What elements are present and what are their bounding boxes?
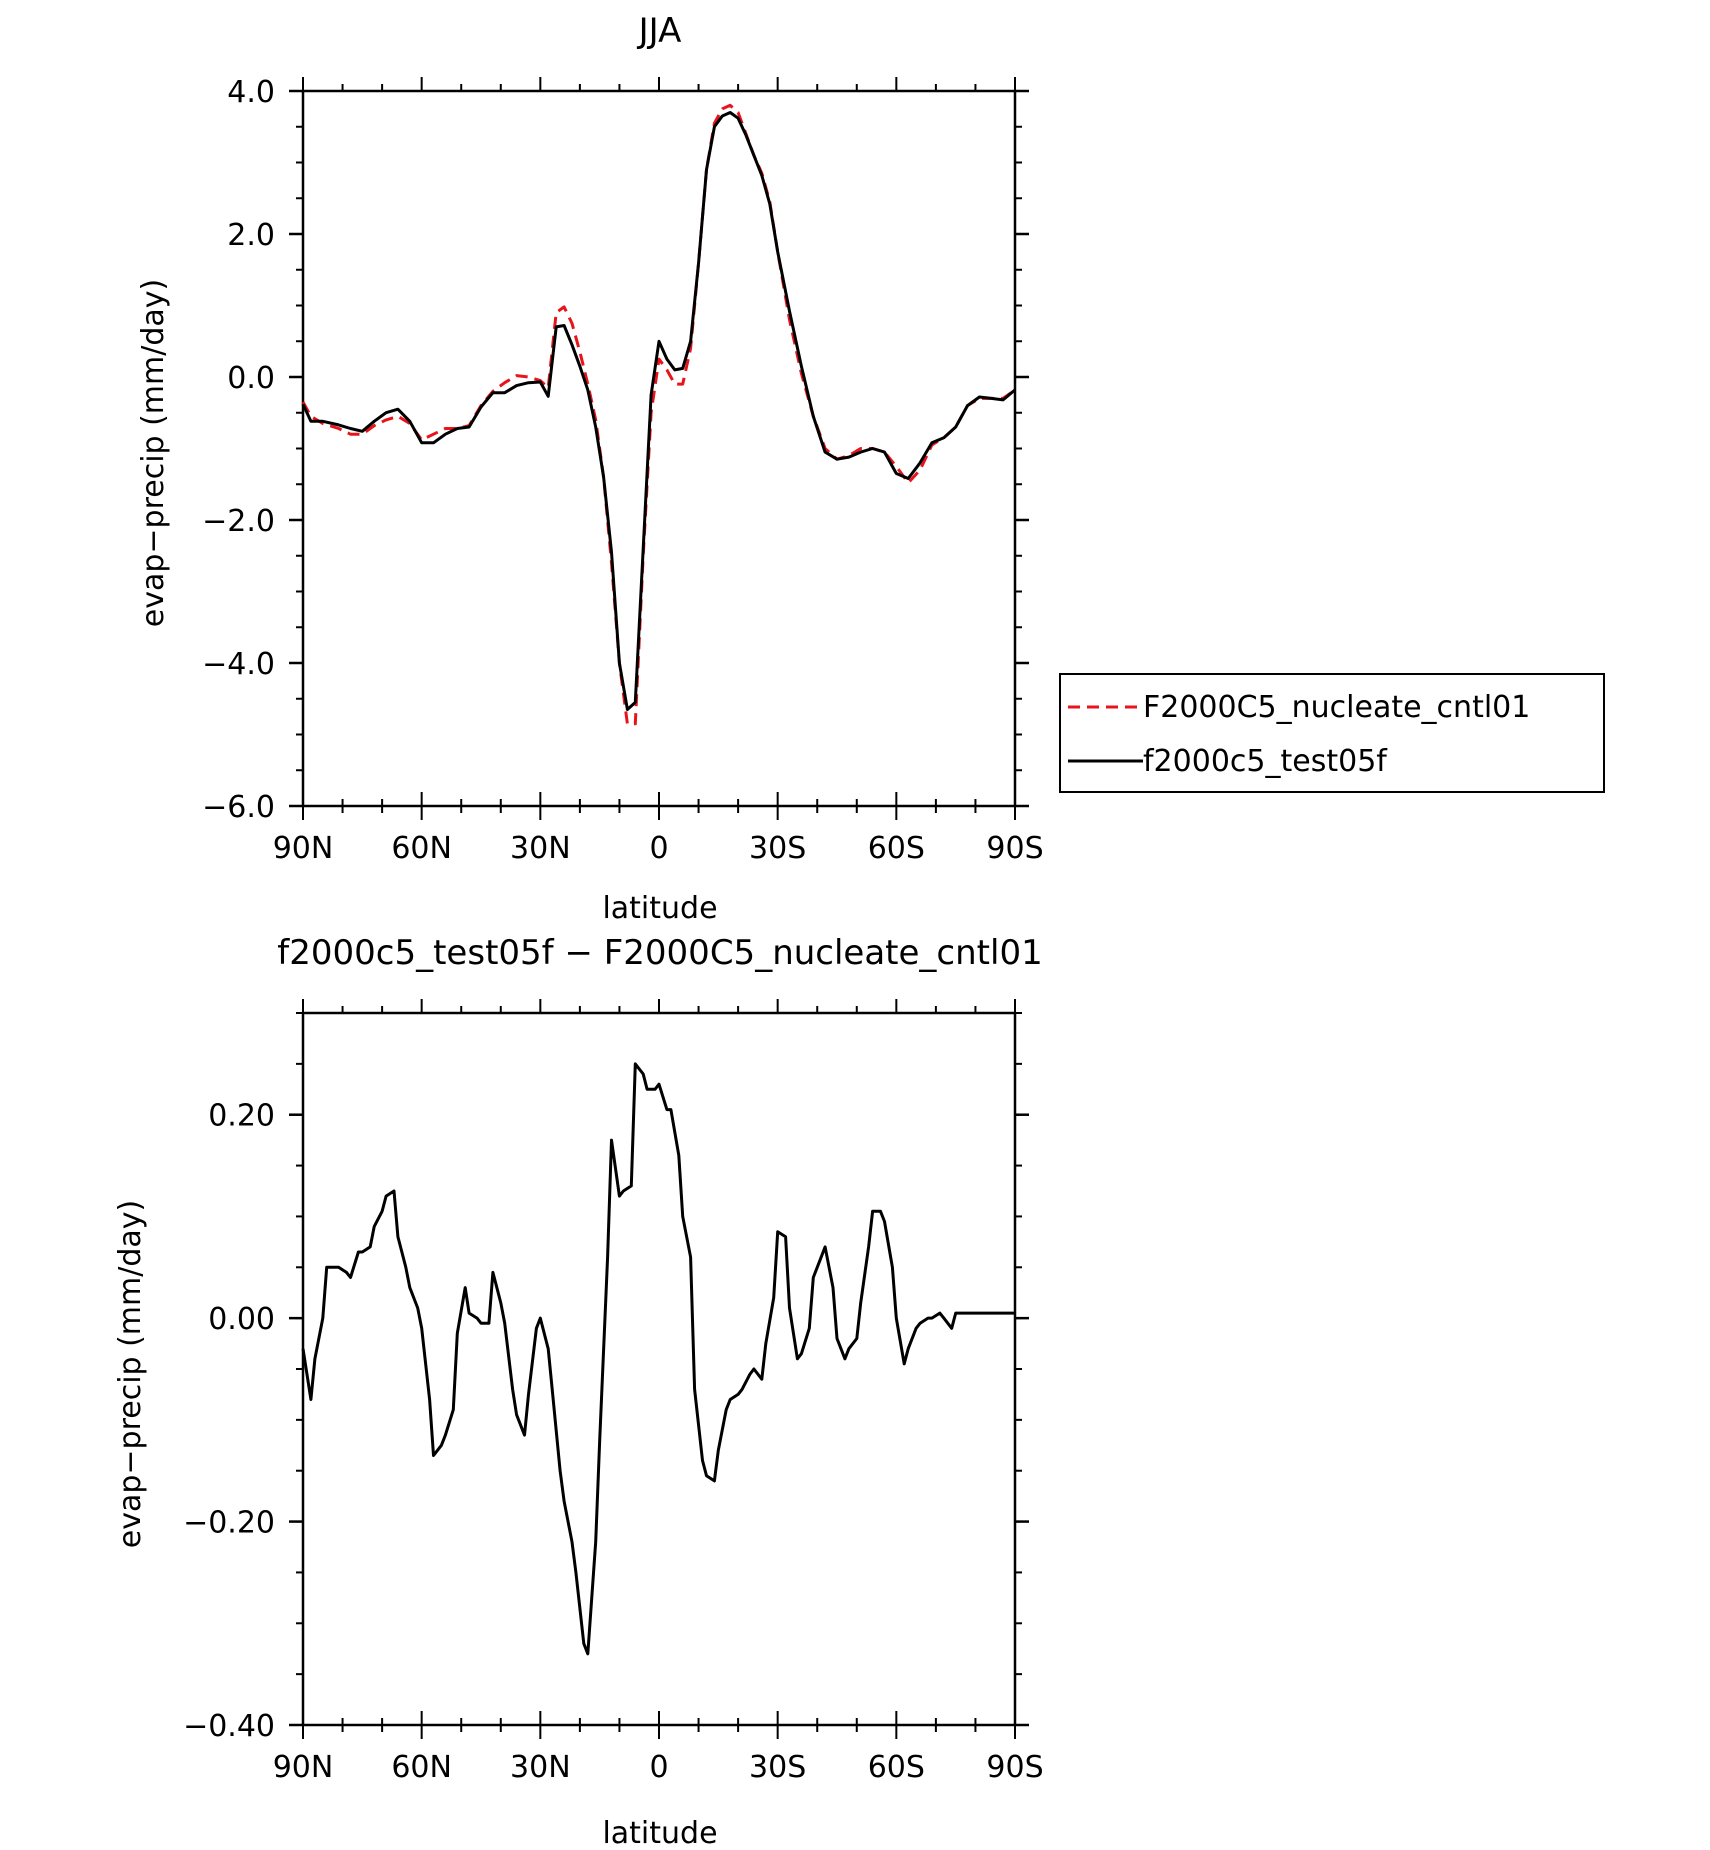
bottom-panel: f2000c5_test05f − F2000C5_nucleate_cntl0… — [113, 933, 1044, 1850]
bottom-chart-title: f2000c5_test05f − F2000C5_nucleate_cntl0… — [277, 933, 1042, 973]
top-x-tick-label: 90S — [986, 831, 1043, 866]
legend: F2000C5_nucleate_cntl01 f2000c5_test05f — [1059, 673, 1605, 793]
top-plot-frame — [301, 89, 1017, 808]
top-x-axis-label: latitude — [602, 891, 717, 926]
top-series-line-1 — [301, 111, 1016, 711]
top-y-tick-label: −6.0 — [202, 790, 275, 825]
top-y-tick-label: −2.0 — [202, 504, 275, 539]
top-x-tick-label: 90N — [273, 831, 334, 866]
bottom-x-tick-label: 90S — [986, 1750, 1043, 1785]
bottom-x-tick-label: 30N — [510, 1750, 571, 1785]
bottom-x-tick-label: 30S — [749, 1750, 806, 1785]
bottom-y-tick-label: 0.00 — [208, 1302, 275, 1337]
bottom-x-axis-label: latitude — [602, 1816, 717, 1850]
bottom-plot-frame — [301, 1011, 1017, 1727]
legend-label-cntl01: F2000C5_nucleate_cntl01 — [1143, 690, 1530, 725]
legend-label-test05f: f2000c5_test05f — [1143, 744, 1388, 779]
bottom-y-tick-label: 0.20 — [208, 1099, 275, 1134]
bottom-y-tick-label: −0.40 — [183, 1709, 275, 1744]
top-x-tick-label: 0 — [649, 831, 668, 866]
bottom-series-line-0 — [301, 1062, 1015, 1656]
bottom-x-tick-label: 0 — [649, 1750, 668, 1785]
top-x-tick-label: 30N — [510, 831, 571, 866]
top-y-tick-label: −4.0 — [202, 647, 275, 682]
top-series-line-0 — [301, 103, 1016, 726]
top-panel: JJA latitude evap−precip (mm/day) 4.0 2.0… — [136, 11, 1605, 926]
top-y-tick-label: 4.0 — [227, 75, 275, 110]
top-y-axis-label: evap−precip (mm/day) — [136, 279, 171, 628]
top-y-tick-label: 0.0 — [227, 361, 275, 396]
bottom-y-axis-label: evap−precip (mm/day) — [113, 1200, 148, 1549]
top-plot-area: 4.0 2.0 0.0 −2.0 −4.0 −6.0 90N 60N 30N 0 30S 60S 90S — [202, 75, 1043, 866]
top-x-tick-label: 60S — [868, 831, 925, 866]
bottom-x-tick-label: 60N — [391, 1750, 452, 1785]
bottom-y-tick-label: −0.20 — [183, 1506, 275, 1541]
top-chart-title: JJA — [637, 11, 682, 51]
bottom-x-tick-label: 60S — [868, 1750, 925, 1785]
top-y-tick-label: 2.0 — [227, 218, 275, 253]
top-x-tick-label: 60N — [391, 831, 452, 866]
bottom-plot-area: 0.20 0.00 −0.20 −0.40 90N 60N 30N 0 30S 60S 90S — [183, 999, 1044, 1785]
top-x-tick-label: 30S — [749, 831, 806, 866]
bottom-x-tick-label: 90N — [273, 1750, 334, 1785]
legend-box — [1059, 673, 1605, 793]
